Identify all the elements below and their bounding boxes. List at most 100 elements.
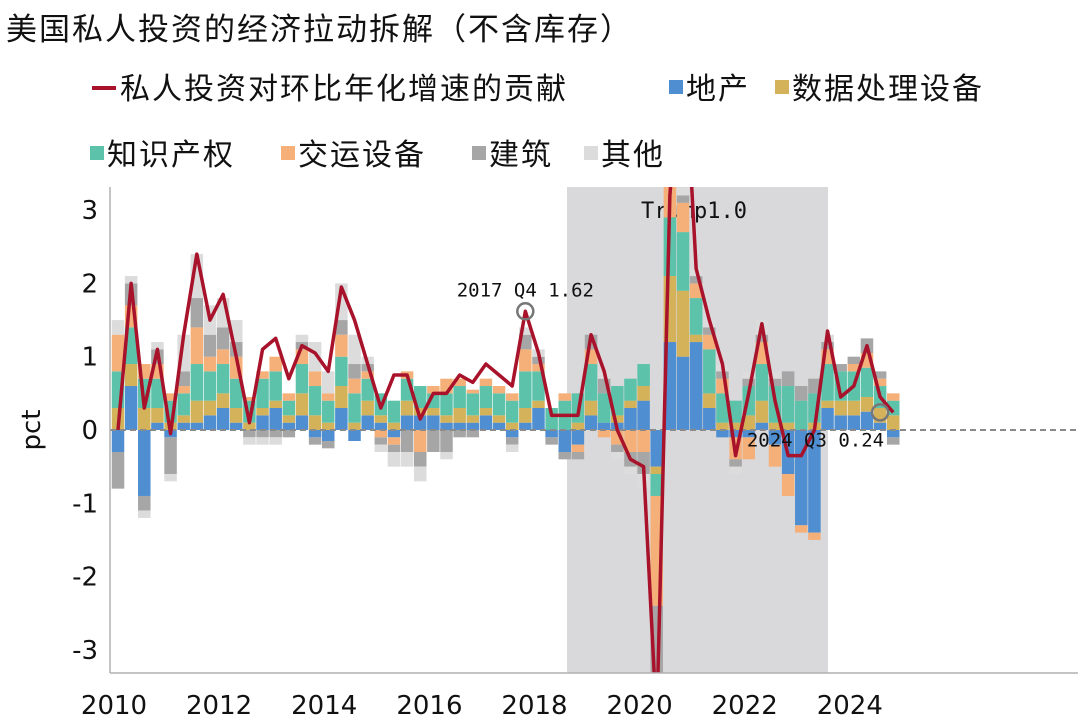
bar-segment-地产-27: [466, 422, 480, 430]
annotation-marker-1: [870, 403, 890, 422]
bar-segment-其他-39: [624, 466, 637, 474]
bar-segment-建筑-13: [282, 430, 296, 438]
bar-segment-建筑-38: [611, 444, 624, 452]
bar-segment-其他-3: [151, 342, 164, 350]
bar-segment-地产-30: [505, 430, 519, 438]
bar-segment-知识产权-18: [348, 393, 361, 423]
legend-label-数据处理设备: 数据处理设备: [792, 72, 984, 107]
bar-segment-知识产权-29: [492, 393, 506, 416]
bar-segment-地产-29: [492, 422, 506, 430]
bar-segment-知识产权-44: [689, 298, 703, 335]
bar-segment-知识产权-57: [860, 367, 874, 398]
bar-segment-数据处理设备-48: [742, 415, 755, 430]
x-tick-2012: 2012: [186, 691, 252, 721]
legend-swatch-数据处理设备: [775, 80, 789, 94]
bar-segment-数据处理设备-8: [216, 393, 230, 409]
bar-segment-建筑-34: [558, 451, 572, 460]
bar-segment-知识产权-15: [308, 386, 322, 416]
y-tick-1: 1: [81, 343, 98, 373]
bar-segment-知识产权-16: [321, 400, 335, 423]
y-axis-label: pct: [17, 410, 47, 451]
bar-segment-知识产权-27: [466, 393, 480, 416]
y-tick-labels: 3 2 1 0 -1 -2 -3: [72, 196, 98, 666]
line-series-group: [116, 187, 895, 673]
bar-segment-地产-7: [203, 415, 217, 430]
bar-segment-数据处理设备-27: [466, 415, 480, 423]
bar-segment-交运设备-10: [243, 397, 256, 401]
bar-segment-其他-1: [124, 276, 138, 284]
bar-segment-交运设备-27: [466, 389, 480, 394]
bar-segment-建筑-49: [755, 334, 769, 343]
bar-segment-知识产权-41: [650, 473, 663, 496]
bar-segment-数据处理设备-44: [689, 334, 703, 343]
legend-label-知识产权: 知识产权: [107, 138, 235, 173]
bar-segment-建筑-55: [834, 364, 847, 372]
bar-segment-交运设备-17: [335, 334, 348, 357]
bar-segment-建筑-52: [795, 386, 808, 401]
x-tick-2010: 2010: [81, 691, 147, 721]
bar-segment-交运设备-23: [413, 430, 427, 452]
bar-segment-交运设备-53: [808, 532, 821, 540]
bar-segment-交运设备-8: [216, 349, 230, 365]
bar-segment-其他-48: [742, 371, 755, 379]
bar-segment-地产-28: [479, 415, 493, 430]
bar-segment-建筑-44: [689, 276, 703, 284]
bar-segment-地产-58: [873, 422, 887, 430]
bar-segment-地产-55: [834, 415, 847, 430]
bar-segment-其他-21: [387, 451, 401, 467]
bar-segment-知识产权-26: [453, 386, 466, 409]
bar-segment-交运设备-13: [282, 393, 296, 401]
bar-segment-数据处理设备-57: [860, 397, 874, 412]
bar-segment-其他-43: [676, 188, 690, 196]
bar-segment-地产-33: [545, 430, 558, 438]
bar-segment-建筑-43: [676, 195, 690, 203]
bar-segment-知识产权-3: [151, 378, 164, 409]
bar-segment-数据处理设备-3: [151, 408, 164, 423]
bar-segment-数据处理设备-45: [703, 393, 716, 409]
bar-segment-其他-31: [519, 327, 532, 335]
bar-segment-交运设备-39: [624, 430, 637, 452]
bar-segment-数据处理设备-11: [256, 408, 269, 416]
bar-segment-知识产权-52: [795, 400, 808, 430]
bar-segment-建筑-56: [847, 356, 861, 365]
bar-segment-建筑-26: [453, 430, 466, 438]
bar-segment-交运设备-26: [453, 378, 466, 387]
bar-segment-其他-14: [295, 334, 309, 343]
bar-segment-其他-2: [138, 510, 151, 518]
bar-segment-知识产权-12: [269, 371, 282, 401]
bar-segment-地产-49: [755, 422, 769, 430]
bar-segment-数据处理设备-15: [308, 415, 322, 430]
bar-segment-其他-30: [505, 444, 519, 452]
bar-segment-知识产权-40: [637, 364, 650, 387]
bar-segment-地产-12: [269, 408, 282, 430]
bar-segment-建筑-30: [505, 437, 519, 445]
x-tick-labels: 2010 2012 2014 2016 2018 2020 2022 2024: [81, 691, 883, 721]
bar-segment-交运设备-28: [479, 378, 493, 387]
bar-segment-地产-31: [519, 422, 532, 430]
bar-segment-数据处理设备-14: [295, 393, 309, 416]
bar-segment-数据处理设备-1: [124, 364, 138, 387]
x-tick-2016: 2016: [396, 691, 462, 721]
bar-segment-交运设备-19: [361, 371, 374, 379]
bar-segment-知识产权-45: [703, 349, 716, 394]
bar-segment-建筑-20: [374, 437, 388, 445]
bar-segment-建筑-53: [808, 378, 821, 394]
bar-segment-建筑-15: [308, 437, 322, 445]
bar-segment-地产-52: [795, 430, 808, 526]
bar-segment-数据处理设备-6: [190, 400, 204, 423]
bar-segment-地产-46: [716, 430, 729, 438]
bar-segment-地产-20: [374, 422, 388, 430]
bar-segment-地产-34: [558, 430, 572, 452]
bar-segment-交运设备-43: [676, 202, 690, 233]
bar-segment-交运设备-5: [177, 386, 190, 394]
bar-segment-数据处理设备-47: [729, 422, 742, 430]
bar-segment-知识产权-13: [282, 400, 296, 416]
bar-segment-知识产权-39: [624, 378, 637, 401]
bar-segment-建筑-25: [440, 430, 453, 452]
bar-segment-数据处理设备-22: [400, 400, 414, 416]
bar-segment-知识产权-14: [295, 364, 309, 394]
bar-segment-知识产权-28: [479, 386, 493, 409]
bar-segment-建筑-0: [111, 451, 125, 489]
bar-segment-地产-5: [177, 422, 190, 430]
